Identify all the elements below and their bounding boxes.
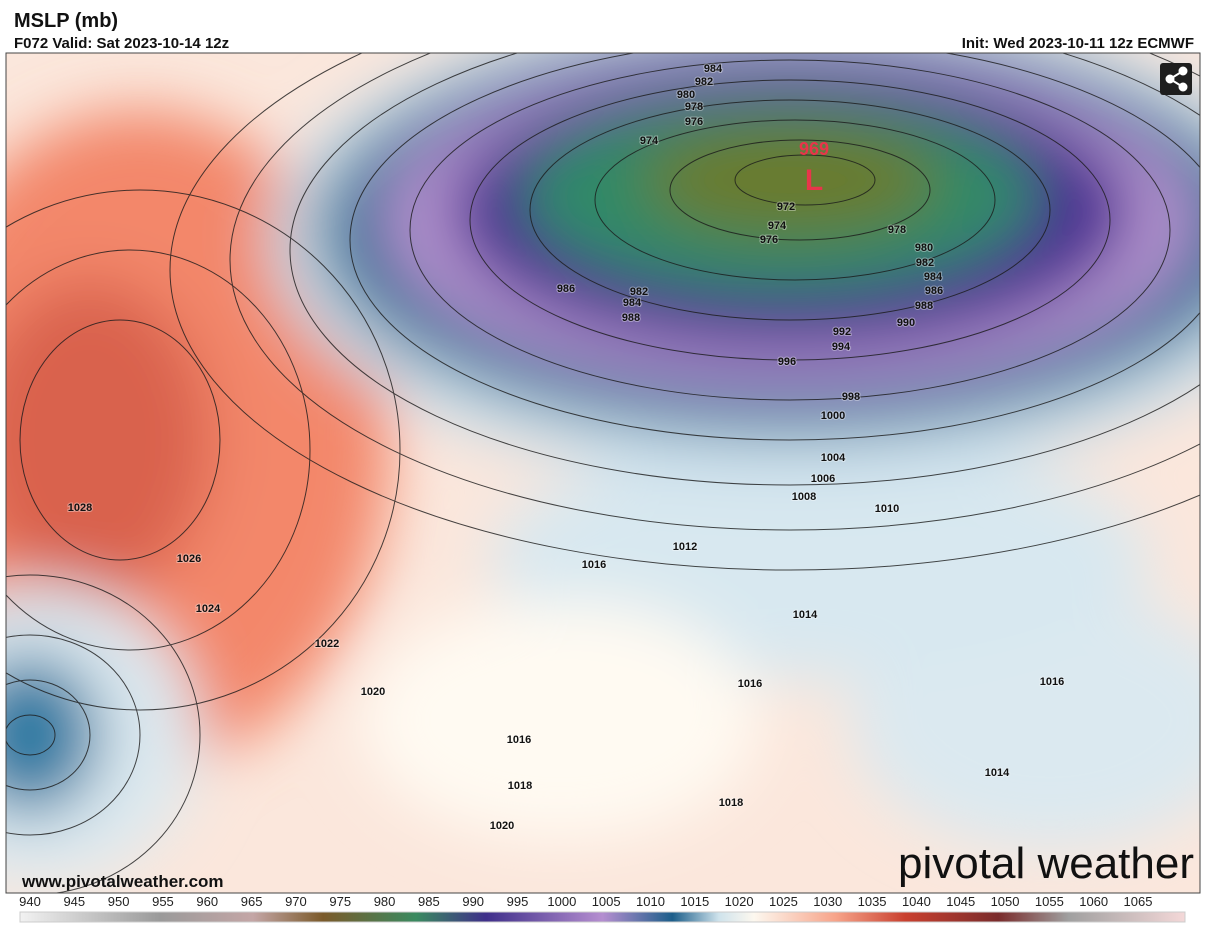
colorbar-tick-label: 1000: [547, 894, 576, 909]
colorbar-tick-label: 1010: [636, 894, 665, 909]
isobar-label: 978: [888, 224, 906, 236]
isobar-label: 982: [916, 257, 934, 269]
isobar-label: 976: [685, 116, 703, 128]
isobar-label: 1026: [177, 553, 201, 565]
isobar-label: 980: [915, 242, 933, 254]
share-button-bg[interactable]: [1160, 63, 1192, 95]
pressure-field: [6, 53, 1200, 885]
isobar-label: 982: [630, 286, 648, 298]
isobar-label: 982: [695, 76, 713, 88]
colorbar-tick-label: 985: [418, 894, 440, 909]
colorbar-tick-label: 965: [241, 894, 263, 909]
isobar-label: 974: [640, 135, 659, 147]
colorbar: [19, 911, 1186, 923]
colorbar-tick-label: 1015: [680, 894, 709, 909]
share-icon[interactable]: [1165, 66, 1188, 92]
share-button[interactable]: [1160, 63, 1192, 95]
colorbar-tick-label: 1020: [725, 894, 754, 909]
colorbar-tick-label: 1050: [991, 894, 1020, 909]
colorbar-tick-label: 955: [152, 894, 174, 909]
isobar-label: 988: [915, 300, 933, 312]
isobar-label: 1014: [793, 609, 818, 621]
isobar-label: 1008: [792, 491, 816, 503]
isobar-label: 1028: [68, 502, 92, 514]
colorbar-tick-label: 995: [507, 894, 529, 909]
isobar-label: 986: [557, 283, 575, 295]
isobar-label: 1016: [582, 559, 606, 571]
map: 9849829809789769749729749769789809829849…: [6, 53, 1200, 893]
colorbar-tick-label: 1025: [769, 894, 798, 909]
colorbar-tick-label: 1005: [592, 894, 621, 909]
isobar-label: 994: [832, 341, 851, 353]
low-value: 969: [799, 139, 829, 159]
isobar-label: 1010: [875, 503, 899, 515]
init-time: Init: Wed 2023-10-11 12z ECMWF: [962, 35, 1194, 52]
colorbar-ticks: 940 945 950 955 960 965 970 975 980 985 990 995 1000…: [19, 894, 1152, 909]
isobar-label: 1016: [1040, 676, 1064, 688]
isobar-label: 974: [768, 220, 787, 232]
map-frame: [5, 52, 1201, 894]
isobar-label: 996: [778, 356, 796, 368]
colorbar-tick-label: 990: [462, 894, 484, 909]
isobar-label: 976: [760, 234, 778, 246]
isobar-label: 1006: [811, 473, 835, 485]
isobar-label: 1018: [508, 780, 532, 792]
isobar-label: 984: [704, 63, 723, 75]
isobar-label: 1018: [719, 797, 743, 809]
isobar-label: 972: [777, 201, 795, 213]
isobar-label: 984: [924, 271, 943, 283]
low-symbol: L: [805, 164, 823, 197]
colorbar-tick-label: 1040: [902, 894, 931, 909]
isobar-label: 1012: [673, 541, 697, 553]
colorbar-tick-label: 980: [374, 894, 396, 909]
colorbar-tick-label: 1055: [1035, 894, 1064, 909]
title: MSLP (mb): [14, 10, 118, 32]
isobar-label: 988: [622, 312, 640, 324]
isobar-label: 998: [842, 391, 860, 403]
logo: pivotal weather: [898, 839, 1194, 888]
isobar-label: 980: [677, 89, 695, 101]
isobar-label: 1024: [196, 603, 221, 615]
colorbar-tick-label: 1060: [1079, 894, 1108, 909]
colorbar-tick-label: 960: [196, 894, 218, 909]
colorbar-tick-label: 975: [329, 894, 351, 909]
colorbar-tick-label: 950: [108, 894, 130, 909]
isobars: [6, 53, 1200, 893]
isobar-label: 986: [925, 285, 943, 297]
colorbar-tick-label: 1030: [813, 894, 842, 909]
isobar-label: 1020: [361, 686, 385, 698]
colorbar-tick-label: 940: [19, 894, 41, 909]
isobar-label: 1016: [507, 734, 531, 746]
colorbar-tick-label: 1045: [946, 894, 975, 909]
colorbar-tick-label: 1035: [858, 894, 887, 909]
valid-time: F072 Valid: Sat 2023-10-14 12z: [14, 35, 229, 52]
isobar-label: 1016: [738, 678, 762, 690]
website: www.pivotalweather.com: [21, 872, 224, 891]
isobar-label: 992: [833, 326, 851, 338]
isobar-labels: 9849829809789769749729749769789809829849…: [67, 62, 1065, 833]
colorbar-tick-label: 970: [285, 894, 307, 909]
isobar-label: 1014: [985, 767, 1010, 779]
isobar-label: 1000: [821, 410, 845, 422]
colorbar-tick-label: 1065: [1124, 894, 1153, 909]
isobar-label: 984: [623, 297, 642, 309]
isobar-label: 990: [897, 317, 915, 329]
colorbar-tick-label: 945: [63, 894, 85, 909]
isobar-label: 1020: [490, 820, 514, 832]
isobar-label: 1022: [315, 638, 339, 650]
isobar-label: 1004: [821, 452, 846, 464]
isobar-label: 978: [685, 101, 703, 113]
